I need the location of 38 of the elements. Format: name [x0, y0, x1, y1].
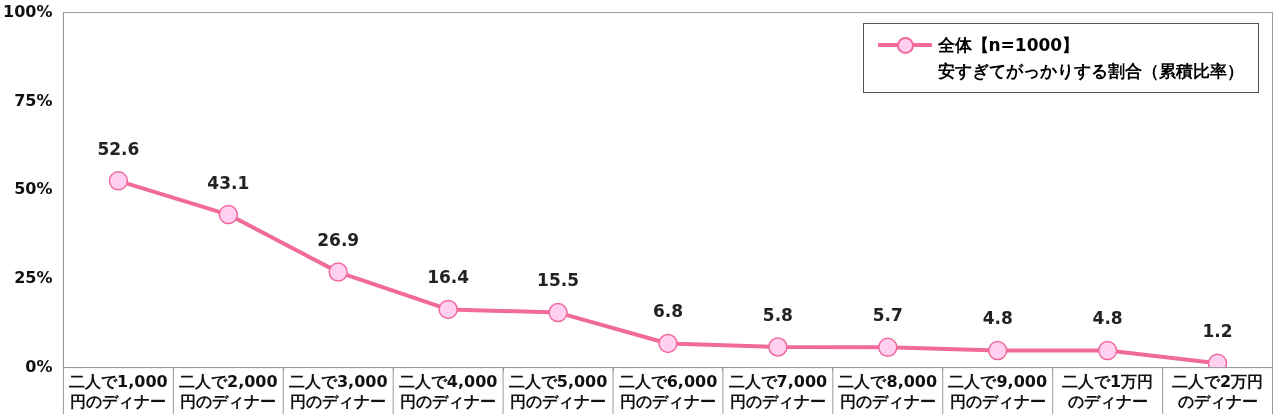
x-tick-label: 二人で8,000円のディナー: [838, 372, 938, 411]
point: [768, 337, 788, 357]
data-label: 15.5: [537, 270, 580, 291]
x-tick-label: 二人で6,000円のディナー: [618, 372, 718, 411]
x-tick-label: 二人で4,000円のディナー: [398, 372, 498, 411]
point: [548, 302, 568, 323]
y-tick-label: 0%: [25, 356, 53, 376]
y-tick-label: 50%: [14, 179, 53, 199]
data-label: 5.7: [872, 305, 903, 326]
data-label: 6.8: [652, 301, 684, 322]
x-tick-label: 二人で7,000円のディナー: [728, 372, 828, 411]
point: [218, 204, 239, 225]
legend-label: 全体【n=1000】安すぎてがっかりする割合（累積比率）: [937, 33, 1244, 83]
data-label: 52.6: [97, 138, 140, 159]
data-label: 4.8: [982, 308, 1013, 329]
point: [878, 337, 898, 358]
data-label: 4.8: [1092, 308, 1123, 329]
data-label: 43.1: [207, 172, 250, 193]
x-tick-label: 二人で1万円のディナー: [1062, 372, 1154, 411]
point: [328, 262, 348, 282]
point: [1097, 340, 1118, 361]
y-tick-label: 75%: [14, 90, 53, 110]
point: [108, 171, 129, 191]
x-tick-label: 二人で5,000円のディナー: [508, 372, 608, 411]
point: [658, 333, 678, 354]
data-label: 5.8: [762, 304, 793, 325]
x-tick-label: 二人で2万円のディナー: [1171, 372, 1264, 411]
y-tick-label: 25%: [14, 268, 53, 288]
y-tick-label: 100%: [2, 1, 53, 21]
data-label: 26.9: [317, 230, 360, 251]
point: [438, 299, 458, 320]
x-tick-label: 二人で2,000円のディナー: [179, 372, 278, 411]
data-label: 16.4: [427, 267, 470, 288]
x-tick-label: 二人で3,000円のディナー: [288, 372, 388, 411]
x-tick-label: 二人で9,000円のディナー: [948, 372, 1048, 411]
point: [987, 340, 1008, 361]
data-label: 1.2: [1202, 321, 1233, 342]
x-tick-label: 二人で1,000円のディナー: [69, 372, 168, 411]
